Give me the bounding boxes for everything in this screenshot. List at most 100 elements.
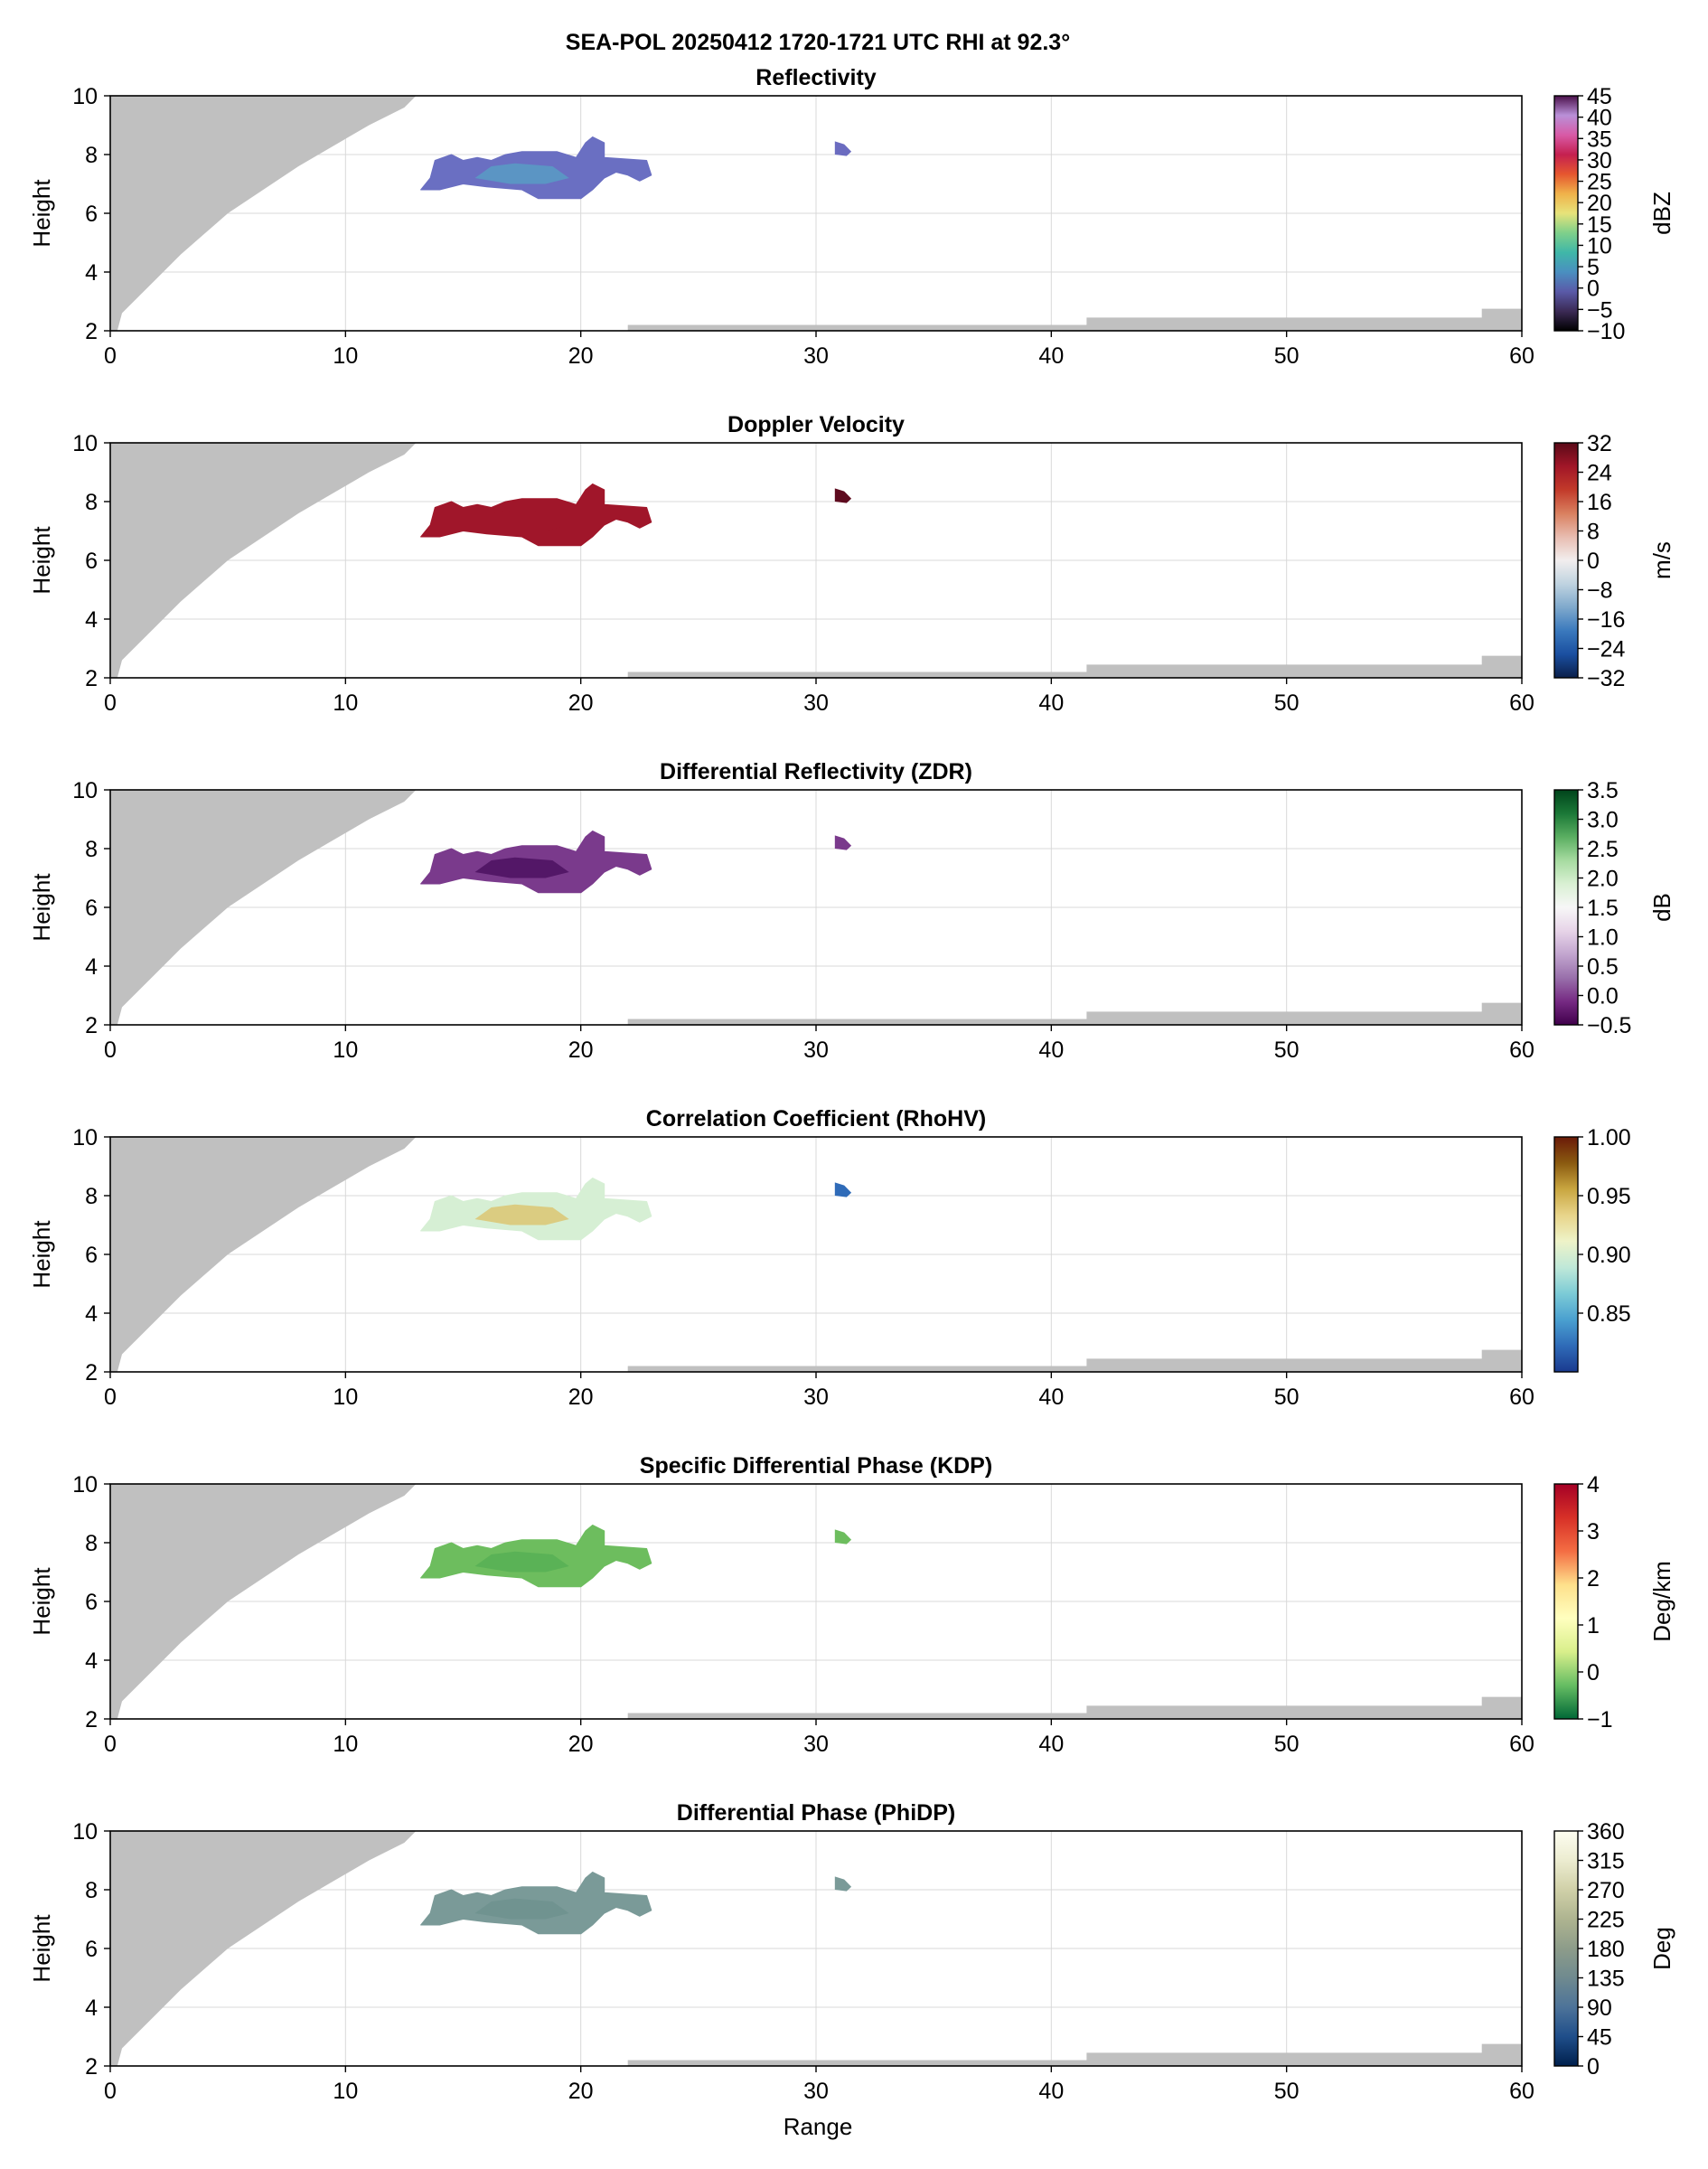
colorbar-tick-label: 10 (1587, 233, 1612, 258)
y-tick-label: 2 (85, 666, 98, 691)
y-tick-label: 2 (85, 1013, 98, 1038)
colorbar-tick-label: 225 (1587, 1908, 1625, 1933)
ground-clutter-region (627, 2043, 1522, 2066)
colorbar-tick-label: 8 (1587, 520, 1600, 545)
y-tick-label: 2 (85, 1360, 98, 1385)
echo-cell (834, 488, 852, 503)
blocked-beam-region (110, 443, 417, 678)
panel-title: Reflectivity (755, 65, 876, 90)
colorbar-tick-label: 25 (1587, 170, 1612, 195)
colorbar-label: m/s (1648, 541, 1675, 579)
echo-cell (834, 141, 852, 156)
blocked-beam-region (110, 1484, 417, 1719)
panel-6: Differential Phase (PhiDP)0 10 20 30 40 50 602… (28, 1800, 1675, 2104)
y-tick-label: 10 (72, 1125, 98, 1150)
colorbar-tick-label: 0.95 (1587, 1184, 1631, 1209)
blocked-beam-region (110, 790, 417, 1025)
blocked-beam-region (110, 96, 417, 331)
x-tick-label: 10 (333, 1038, 358, 1063)
x-tick-label: 10 (333, 690, 358, 716)
x-tick-label: 40 (1038, 690, 1064, 716)
x-tick-label: 30 (803, 343, 829, 369)
y-tick-label: 8 (85, 1878, 98, 1903)
x-tick-label: 10 (333, 343, 358, 369)
colorbar-tick-label: 32 (1587, 431, 1612, 456)
ground-clutter-region (627, 1696, 1522, 1719)
colorbar-tick-label: 20 (1587, 191, 1612, 216)
colorbar-tick-label: 270 (1587, 1878, 1625, 1903)
x-tick-label: 10 (333, 1732, 358, 1757)
panel-4: Correlation Coefficient (RhoHV)0 10 20 30 40… (28, 1106, 1631, 1410)
echo-cell (834, 1529, 852, 1545)
colorbar-label: dB (1648, 893, 1675, 922)
colorbar-tick-label: 15 (1587, 212, 1612, 238)
colorbar-tick-label: 4 (1587, 1472, 1600, 1498)
y-tick-label: 10 (72, 431, 98, 456)
x-tick-label: 20 (568, 1732, 594, 1757)
colorbar-tick-label: 0 (1587, 277, 1600, 302)
echo-core (474, 163, 569, 184)
x-tick-label: 60 (1509, 2079, 1534, 2104)
colorbar-tick-label: 2.5 (1587, 837, 1619, 862)
y-tick-label: 6 (85, 896, 98, 921)
panel-3: Differential Reflectivity (ZDR)0 10 20 30 40… (28, 759, 1675, 1063)
colorbar-tick-label: 16 (1587, 490, 1612, 515)
y-tick-label: 10 (72, 1819, 98, 1845)
y-axis-label: Height (28, 1567, 55, 1636)
x-tick-label: 20 (568, 690, 594, 716)
y-axis-label: Height (28, 1914, 55, 1983)
colorbar-tick-label: 2 (1587, 1566, 1600, 1592)
colorbar-tick-label: 5 (1587, 255, 1600, 280)
colorbar-tick-label: −10 (1587, 319, 1625, 344)
x-tick-label: 0 (104, 1038, 117, 1063)
colorbar-tick-label: −16 (1587, 607, 1625, 633)
figure-xlabel: Range (784, 2113, 853, 2140)
y-tick-label: 8 (85, 837, 98, 862)
y-tick-label: 10 (72, 778, 98, 803)
colorbar-tick-label: 40 (1587, 106, 1612, 131)
colorbar-tick-label: 2.0 (1587, 867, 1619, 892)
y-axis-label: Height (28, 873, 55, 942)
y-axis-label: Height (28, 1220, 55, 1289)
x-tick-label: 30 (803, 690, 829, 716)
x-tick-label: 60 (1509, 1732, 1534, 1757)
y-tick-label: 8 (85, 1531, 98, 1556)
colorbar-label: dBZ (1648, 192, 1675, 235)
x-tick-label: 30 (803, 1732, 829, 1757)
colorbar (1553, 442, 1579, 679)
panel-title: Differential Phase (PhiDP) (677, 1800, 955, 1826)
blocked-beam-region (110, 1831, 417, 2066)
blocked-beam-region (110, 1137, 417, 1372)
y-tick-label: 4 (85, 1301, 98, 1327)
colorbar-label: Deg (1648, 1927, 1675, 1970)
x-tick-label: 50 (1274, 343, 1300, 369)
y-tick-label: 8 (85, 1184, 98, 1209)
colorbar-tick-label: 360 (1587, 1819, 1625, 1845)
x-tick-label: 0 (104, 690, 117, 716)
colorbar-tick-label: 315 (1587, 1849, 1625, 1874)
colorbar-tick-label: 135 (1587, 1967, 1625, 1992)
echo-core (474, 1898, 569, 1920)
ground-clutter-region (627, 655, 1522, 678)
x-tick-label: 50 (1274, 2079, 1300, 2104)
y-tick-label: 8 (85, 490, 98, 515)
x-tick-label: 0 (104, 343, 117, 369)
x-tick-label: 20 (568, 343, 594, 369)
panel-5: Specific Differential Phase (KDP)0 10 20 30… (28, 1453, 1675, 1757)
x-tick-label: 40 (1038, 1038, 1064, 1063)
x-tick-label: 0 (104, 1732, 117, 1757)
colorbar-tick-label: 3 (1587, 1519, 1600, 1545)
colorbar-tick-label: 45 (1587, 84, 1612, 109)
y-tick-label: 2 (85, 319, 98, 344)
colorbar-tick-label: 24 (1587, 461, 1612, 486)
y-tick-label: 4 (85, 607, 98, 633)
colorbar-tick-label: 1.00 (1587, 1125, 1631, 1150)
y-tick-label: 4 (85, 954, 98, 980)
x-tick-label: 60 (1509, 1038, 1534, 1063)
colorbar (1553, 1136, 1579, 1373)
colorbar-tick-label: −5 (1587, 297, 1613, 323)
x-tick-label: 10 (333, 2079, 358, 2104)
